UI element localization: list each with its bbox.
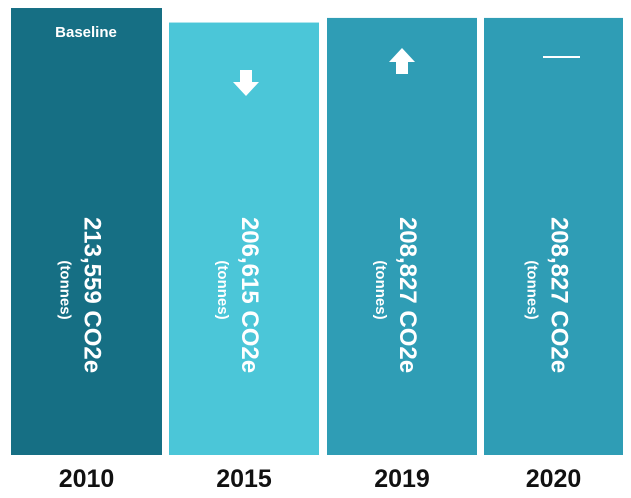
x-tick-label: 2019: [374, 465, 430, 493]
x-tick-label: 2020: [526, 465, 582, 493]
unit-label: (tonnes): [214, 260, 231, 319]
bars: 213,559 CO2e (tonnes) 2010 206,615 CO2e (ton…: [11, 8, 623, 493]
unit-label: (tonnes): [524, 260, 541, 319]
value-label: 208,827 CO2e: [546, 217, 573, 373]
up-arrow-icon: [389, 48, 415, 74]
bar: [327, 17, 477, 456]
unit-label: (tonnes): [57, 260, 74, 319]
bar: [169, 22, 319, 456]
flat-dash-icon: [543, 56, 580, 58]
x-tick-label: 2010: [59, 465, 115, 493]
value-label: 208,827 CO2e: [394, 217, 421, 373]
bar: [484, 17, 623, 456]
down-arrow-icon: [233, 70, 259, 96]
unit-label: (tonnes): [372, 260, 389, 319]
baseline-label: Baseline: [55, 24, 117, 41]
bar: [11, 8, 162, 455]
value-label: 213,559 CO2e: [79, 217, 106, 373]
x-tick-label: 2015: [216, 465, 272, 493]
value-label: 206,615 CO2e: [236, 217, 263, 373]
